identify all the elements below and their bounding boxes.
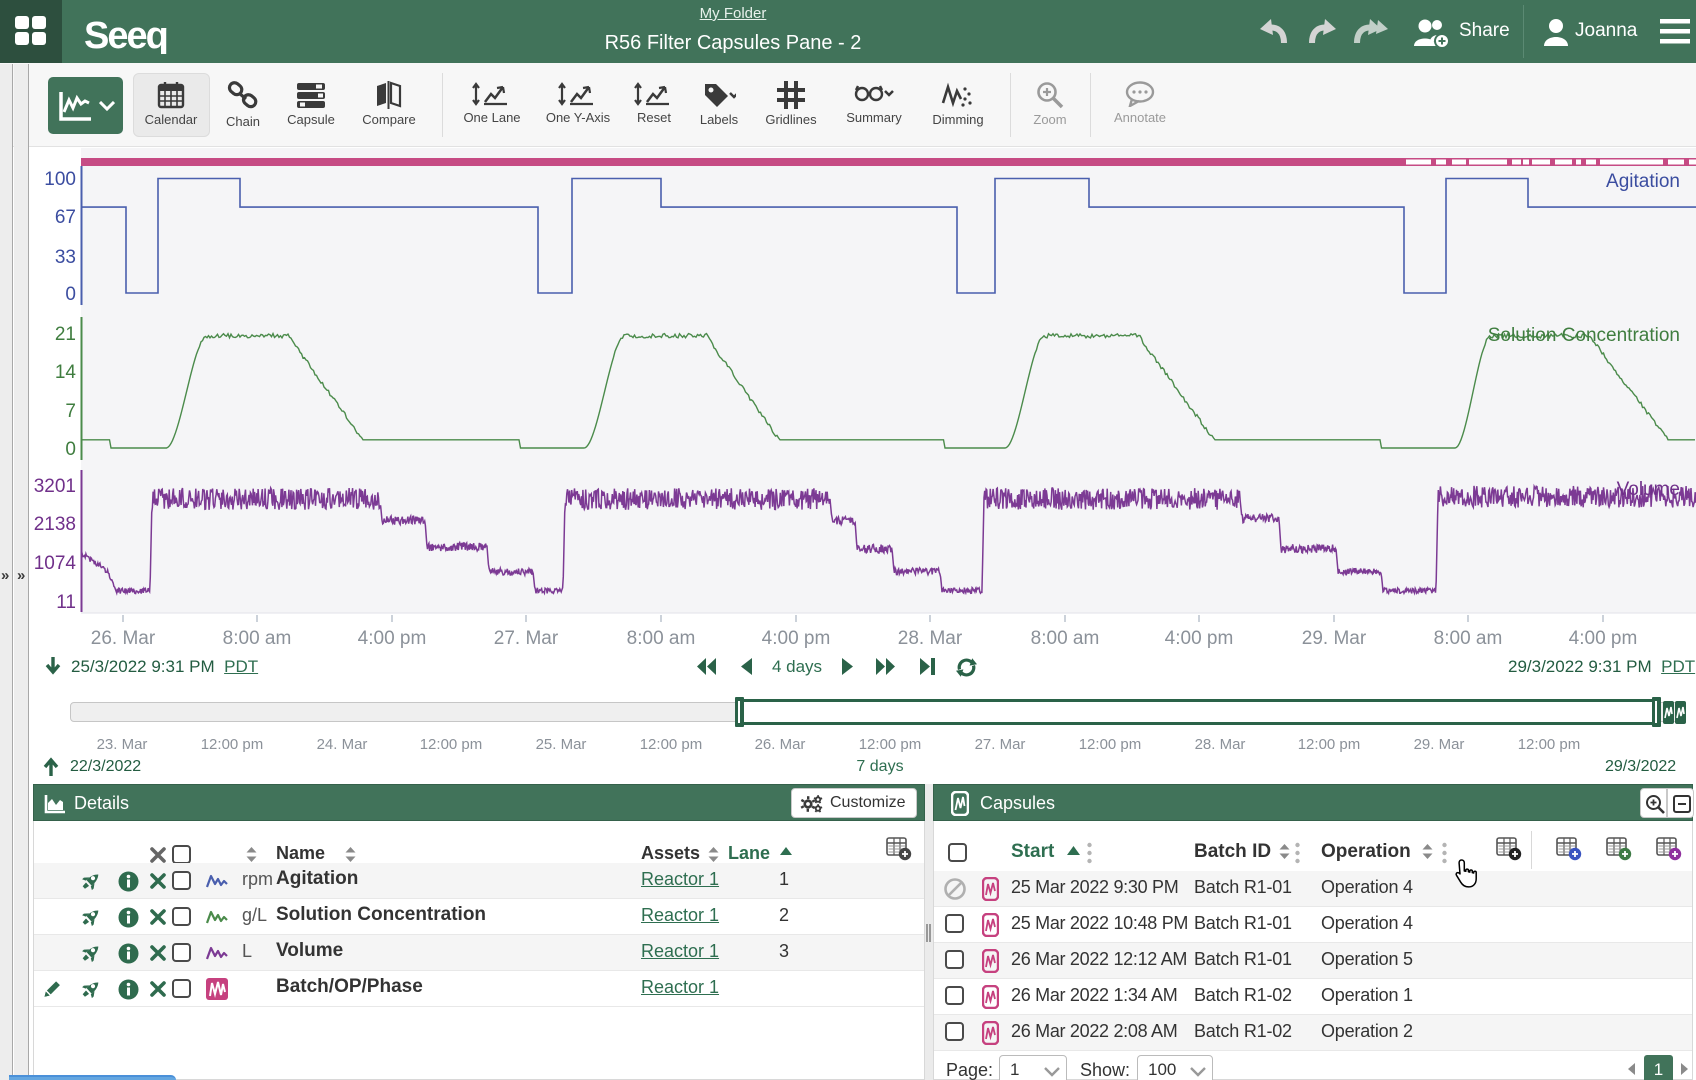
svg-text:4:00 pm: 4:00 pm — [1165, 628, 1234, 649]
svg-text:12:00 pm: 12:00 pm — [1298, 736, 1361, 753]
svg-text:3201: 3201 — [34, 476, 76, 497]
svg-text:26. Mar: 26. Mar — [755, 736, 806, 753]
svg-text:1074: 1074 — [34, 553, 77, 574]
svg-text:0: 0 — [65, 284, 76, 305]
svg-text:14: 14 — [55, 362, 77, 383]
svg-text:12:00 pm: 12:00 pm — [420, 736, 483, 753]
svg-text:12:00 pm: 12:00 pm — [859, 736, 922, 753]
svg-text:Agitation: Agitation — [1606, 171, 1680, 192]
svg-text:23. Mar: 23. Mar — [97, 736, 148, 753]
svg-text:Seeq: Seeq — [84, 18, 167, 54]
svg-text:12:00 pm: 12:00 pm — [640, 736, 703, 753]
svg-text:29. Mar: 29. Mar — [1414, 736, 1465, 753]
svg-text:2138: 2138 — [34, 514, 76, 535]
svg-text:8:00 am: 8:00 am — [627, 628, 696, 649]
svg-text:26. Mar: 26. Mar — [91, 628, 156, 649]
svg-text:21: 21 — [55, 324, 76, 345]
svg-text:12:00 pm: 12:00 pm — [201, 736, 264, 753]
svg-text:4:00 pm: 4:00 pm — [1569, 628, 1638, 649]
svg-text:11: 11 — [56, 592, 76, 613]
svg-text:100: 100 — [44, 169, 76, 190]
svg-text:12:00 pm: 12:00 pm — [1518, 736, 1581, 753]
svg-text:0: 0 — [65, 439, 76, 460]
svg-text:12:00 pm: 12:00 pm — [1079, 736, 1142, 753]
svg-text:25. Mar: 25. Mar — [536, 736, 587, 753]
svg-text:8:00 am: 8:00 am — [223, 628, 292, 649]
svg-text:28. Mar: 28. Mar — [1195, 736, 1246, 753]
svg-text:Solution Concentration: Solution Concentration — [1488, 325, 1680, 346]
svg-text:7: 7 — [65, 401, 76, 422]
svg-text:8:00 am: 8:00 am — [1031, 628, 1100, 649]
svg-text:28. Mar: 28. Mar — [898, 628, 963, 649]
svg-text:67: 67 — [55, 207, 76, 228]
svg-text:24. Mar: 24. Mar — [317, 736, 368, 753]
svg-text:29. Mar: 29. Mar — [1302, 628, 1367, 649]
svg-text:4:00 pm: 4:00 pm — [762, 628, 831, 649]
svg-text:27. Mar: 27. Mar — [975, 736, 1026, 753]
svg-text:4:00 pm: 4:00 pm — [358, 628, 427, 649]
svg-text:27. Mar: 27. Mar — [494, 628, 559, 649]
svg-text:Volume: Volume — [1617, 479, 1680, 500]
svg-text:8:00 am: 8:00 am — [1434, 628, 1503, 649]
svg-text:33: 33 — [55, 247, 76, 268]
